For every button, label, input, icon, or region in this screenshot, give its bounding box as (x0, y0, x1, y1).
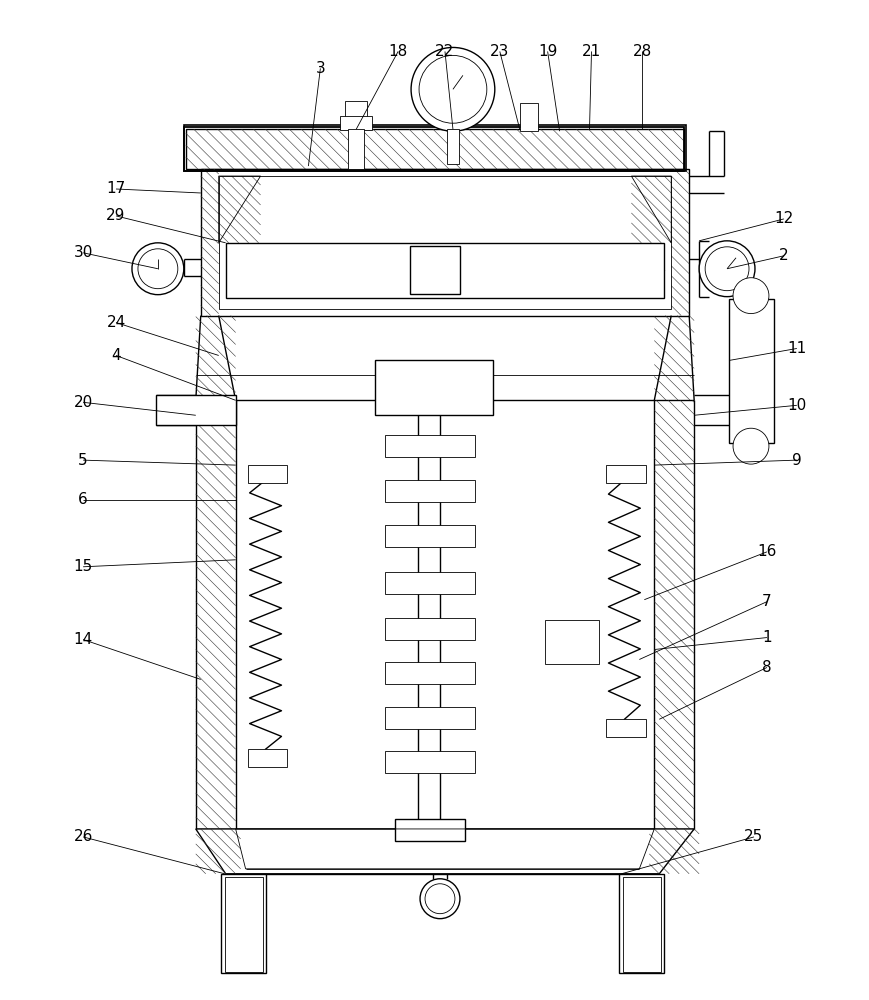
Text: 24: 24 (106, 315, 126, 330)
Text: 5: 5 (78, 453, 88, 468)
Polygon shape (186, 129, 684, 169)
Text: 18: 18 (388, 44, 408, 59)
Bar (729, 299, 774, 443)
Text: 19: 19 (538, 44, 557, 59)
Bar (447, 129, 459, 164)
Bar (345, 101, 368, 119)
Bar (184, 127, 684, 171)
Circle shape (420, 879, 460, 919)
Bar (385, 525, 474, 547)
Bar (395, 819, 465, 841)
Bar (385, 662, 474, 684)
Bar (184, 125, 687, 171)
Circle shape (419, 55, 487, 123)
Bar (545, 620, 600, 664)
Text: 10: 10 (787, 398, 806, 413)
Circle shape (700, 241, 755, 297)
Circle shape (733, 428, 769, 464)
Bar (385, 480, 474, 502)
Text: 7: 7 (762, 594, 772, 609)
Text: 4: 4 (111, 348, 121, 363)
Bar (385, 572, 474, 594)
Bar (410, 246, 460, 294)
Circle shape (705, 247, 749, 291)
Text: 9: 9 (792, 453, 802, 468)
Bar (620, 874, 664, 973)
Text: 14: 14 (74, 632, 93, 647)
Bar (385, 751, 474, 773)
Bar (623, 877, 661, 972)
Bar (385, 707, 474, 729)
Bar (348, 129, 364, 169)
Circle shape (138, 249, 178, 289)
Bar (375, 360, 493, 415)
Bar (341, 116, 372, 130)
Bar (221, 874, 266, 973)
Bar (225, 877, 262, 972)
Polygon shape (196, 829, 694, 874)
Bar (607, 719, 647, 737)
Text: 28: 28 (633, 44, 652, 59)
Text: 17: 17 (106, 181, 126, 196)
Text: 11: 11 (787, 341, 806, 356)
Text: 21: 21 (582, 44, 601, 59)
Bar (385, 618, 474, 640)
Bar (520, 103, 538, 131)
Text: 3: 3 (315, 61, 325, 76)
Text: 22: 22 (435, 44, 454, 59)
Bar (156, 395, 235, 425)
Circle shape (411, 47, 494, 131)
Bar (226, 243, 664, 298)
Text: 25: 25 (745, 829, 764, 844)
Text: 23: 23 (490, 44, 509, 59)
Text: 29: 29 (106, 208, 126, 223)
Text: 20: 20 (74, 395, 93, 410)
Bar (201, 169, 689, 316)
Text: 6: 6 (78, 492, 88, 507)
Text: 15: 15 (74, 559, 93, 574)
Bar (248, 749, 288, 767)
Bar (219, 176, 671, 309)
Text: 1: 1 (762, 630, 772, 645)
Text: 2: 2 (779, 248, 789, 263)
Text: 8: 8 (762, 660, 772, 675)
Bar (607, 465, 647, 483)
Text: 16: 16 (757, 544, 777, 559)
Circle shape (425, 884, 455, 914)
Bar (385, 435, 474, 457)
Bar (248, 465, 288, 483)
Circle shape (132, 243, 184, 295)
Circle shape (733, 278, 769, 314)
Text: 30: 30 (74, 245, 93, 260)
Text: 12: 12 (774, 211, 793, 226)
Text: 26: 26 (74, 829, 93, 844)
